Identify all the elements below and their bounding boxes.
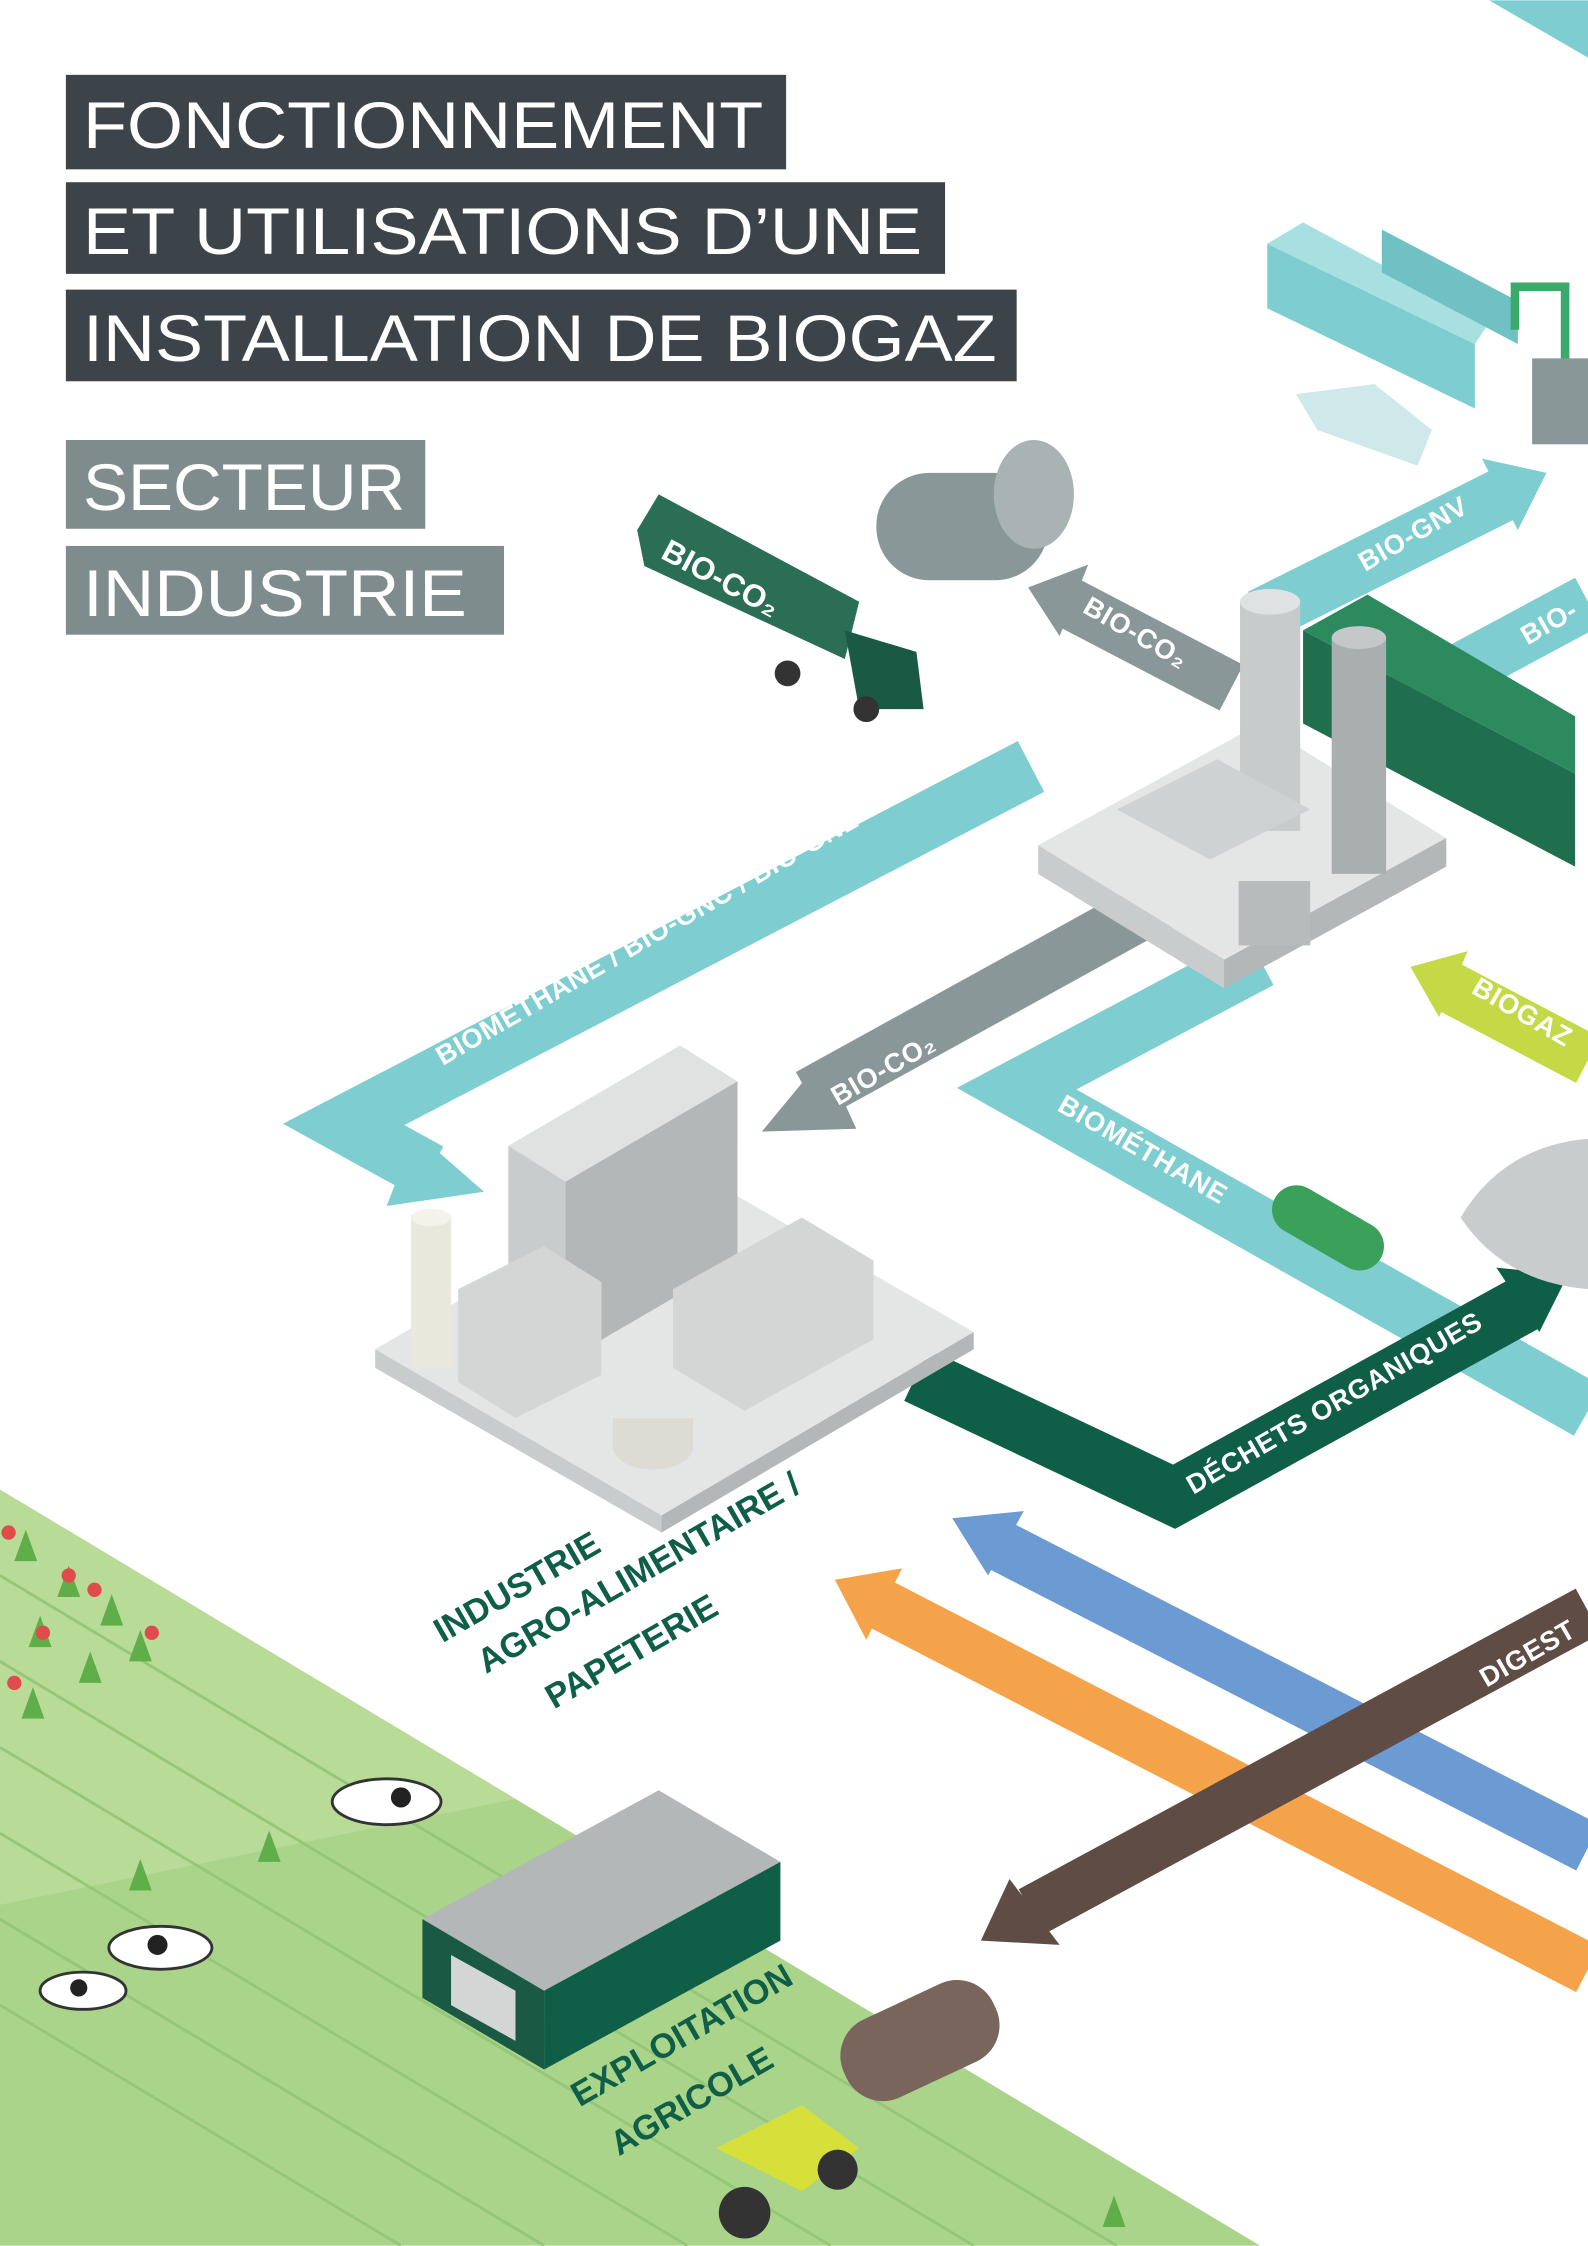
flow-biogaz [1434, 962, 1588, 1083]
flow-blue [990, 1523, 1588, 1871]
sector-box [65, 439, 426, 529]
arrowhead [761, 1057, 857, 1132]
flow-bio-gnv [1247, 470, 1516, 641]
flow-bio-co2-industry [795, 878, 1173, 1120]
flow-label: BIOMÉTHANE / BIO-GNC / BIO-GNL [430, 803, 863, 1071]
flows [282, 470, 1588, 1993]
arrowheads [386, 458, 1568, 1945]
flow-label: DÉCHETS ORGANIQUES [1181, 1305, 1488, 1500]
vehicles [1267, 0, 1588, 466]
flowers [1, 1525, 159, 1691]
arrowhead [834, 1568, 903, 1640]
digester [1272, 1138, 1588, 1290]
tractor [715, 1980, 1000, 2239]
arrowhead [1410, 951, 1468, 1018]
flow-dechets [904, 1278, 1539, 1529]
title-box [65, 74, 787, 170]
flow-bio-co2-tank [1054, 578, 1244, 711]
title-box [65, 289, 1017, 382]
arrowhead [980, 1879, 1060, 1945]
arrowhead [1028, 564, 1089, 637]
title-line: INSTALLATION DE BIOGAZ [83, 301, 997, 375]
title-line: FONCTIONNEMENT [83, 88, 763, 162]
arrowhead [1482, 458, 1547, 531]
sector-line: SECTEUR [83, 450, 405, 524]
arrowhead [386, 1131, 484, 1207]
arrowhead [952, 1511, 1024, 1576]
upgrading-plant [1038, 588, 1576, 989]
industry-site [375, 1045, 974, 1533]
title-box [65, 182, 946, 274]
flow-biomethane-gnc [282, 741, 1045, 1197]
title-line: ET UTILISATIONS D’UNE [83, 194, 922, 268]
farm [422, 1790, 781, 2070]
cows [38, 1777, 443, 2011]
sector-box [65, 545, 505, 635]
co2-tank [876, 439, 1074, 581]
flow-biomethane [956, 934, 1588, 1436]
arrowhead [1496, 1267, 1568, 1333]
flow-digestat [1018, 1588, 1588, 1935]
sector-line: INDUSTRIE [83, 556, 467, 630]
